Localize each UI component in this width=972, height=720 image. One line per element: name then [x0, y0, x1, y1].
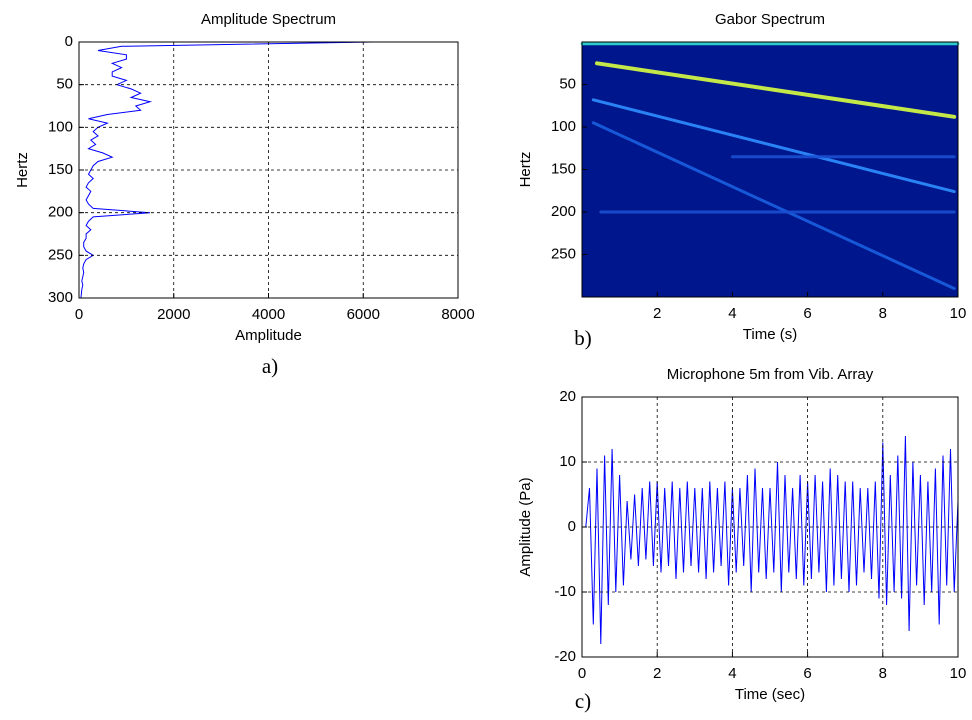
axis-label: Time (sec): [735, 686, 805, 703]
axis-label: Amplitude (Pa): [517, 477, 534, 576]
x-tick-label: 0: [578, 665, 586, 682]
y-tick-label: 250: [48, 246, 73, 263]
axis-label: Hertz: [14, 152, 31, 188]
x-tick-label: 2000: [157, 306, 190, 323]
y-tick-label: 50: [56, 76, 73, 93]
y-tick-label: 300: [48, 289, 73, 306]
spectral-ridge: [591, 121, 956, 290]
x-tick-label: 10: [950, 305, 967, 322]
x-tick-label: 8: [879, 305, 887, 322]
axis-label: Amplitude: [235, 327, 302, 344]
x-tick-label: 6000: [347, 306, 380, 323]
axis-label: Time (s): [743, 326, 797, 343]
y-tick-label: 150: [551, 160, 576, 177]
x-tick-label: 4000: [252, 306, 285, 323]
x-tick-label: 2: [653, 305, 661, 322]
panel-caption: c): [575, 689, 591, 713]
spectral-ridge: [595, 61, 957, 119]
y-tick-label: 100: [48, 118, 73, 135]
y-tick-label: -10: [554, 583, 576, 600]
x-tick-label: 4: [728, 665, 736, 682]
y-tick-label: 200: [551, 203, 576, 220]
signal-line: [80, 41, 373, 299]
chart-title: Amplitude Spectrum: [201, 11, 336, 28]
chart-title: Gabor Spectrum: [715, 11, 825, 28]
x-tick-label: 6: [803, 665, 811, 682]
x-tick-label: 10: [950, 665, 967, 682]
y-tick-label: 200: [48, 204, 73, 221]
panel-caption: b): [574, 326, 592, 350]
spectral-ridge: [591, 98, 956, 194]
x-tick-label: 0: [75, 306, 83, 323]
x-tick-label: 4: [728, 305, 736, 322]
heatmap-background: [582, 42, 958, 297]
x-tick-label: 6: [803, 305, 811, 322]
chart-title: Microphone 5m from Vib. Array: [667, 366, 874, 383]
y-tick-label: 250: [551, 245, 576, 262]
axis-label: Hertz: [517, 152, 534, 188]
x-tick-label: 2: [653, 665, 661, 682]
y-tick-label: 0: [568, 518, 576, 535]
signal-line: [582, 435, 959, 645]
y-tick-label: 0: [65, 33, 73, 50]
y-tick-label: 50: [559, 75, 576, 92]
y-tick-label: 100: [551, 118, 576, 135]
y-tick-label: 10: [559, 453, 576, 470]
x-tick-label: 8: [879, 665, 887, 682]
x-tick-label: 8000: [441, 306, 474, 323]
panel-caption: a): [262, 354, 278, 378]
y-tick-label: 150: [48, 161, 73, 178]
y-tick-label: -20: [554, 648, 576, 665]
y-tick-label: 20: [559, 388, 576, 405]
